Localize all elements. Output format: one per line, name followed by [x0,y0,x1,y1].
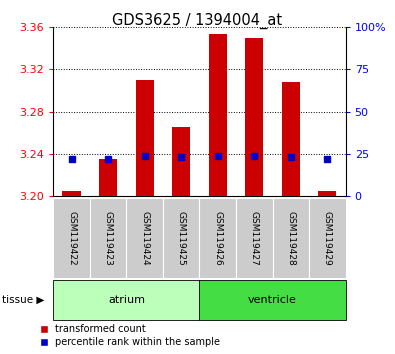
Bar [245,38,263,196]
Text: GSM119429: GSM119429 [323,211,332,266]
Bar [209,34,227,196]
Text: GSM119422: GSM119422 [67,211,76,266]
Text: tissue ▶: tissue ▶ [2,295,44,305]
Text: atrium: atrium [108,295,145,305]
Text: GSM119424: GSM119424 [140,211,149,266]
Text: GDS3625 / 1394004_at: GDS3625 / 1394004_at [113,12,282,29]
Text: ventricle: ventricle [248,295,297,305]
Text: GSM119425: GSM119425 [177,211,186,266]
Text: GSM119428: GSM119428 [286,211,295,266]
Bar [99,159,117,196]
Bar [282,82,300,196]
Text: GSM119426: GSM119426 [213,211,222,266]
Text: GSM119427: GSM119427 [250,211,259,266]
Bar [135,80,154,196]
Text: GSM119423: GSM119423 [103,211,113,266]
Legend: transformed count, percentile rank within the sample: transformed count, percentile rank withi… [40,325,220,347]
Bar [62,191,81,196]
Bar [318,191,337,196]
Bar [172,127,190,196]
